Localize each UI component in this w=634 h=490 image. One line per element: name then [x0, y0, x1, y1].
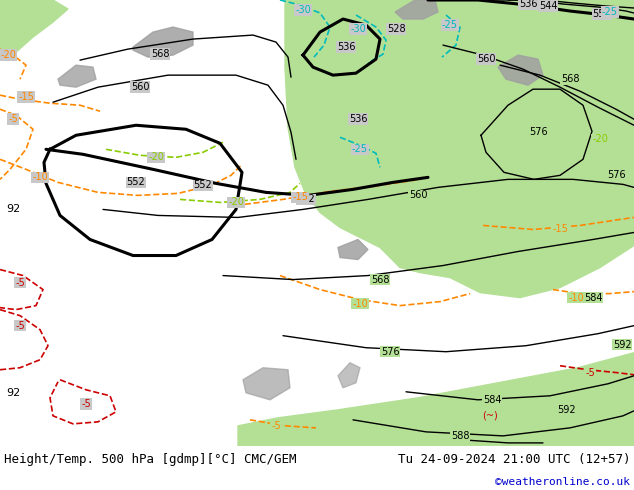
Text: 536: 536 [349, 114, 367, 124]
Text: 584: 584 [482, 395, 501, 405]
Polygon shape [238, 353, 634, 446]
Text: -20: -20 [228, 197, 244, 207]
Text: -25: -25 [442, 20, 458, 30]
Text: 592: 592 [557, 405, 575, 415]
Polygon shape [133, 27, 193, 57]
Text: 536: 536 [519, 0, 537, 9]
Text: -30: -30 [295, 5, 311, 15]
Text: 588: 588 [451, 431, 469, 441]
Polygon shape [58, 65, 96, 87]
Text: 92: 92 [6, 388, 20, 398]
Text: 552: 552 [193, 180, 212, 191]
Text: 568: 568 [371, 274, 389, 285]
Text: (~): (~) [482, 411, 498, 421]
Text: 528: 528 [387, 24, 405, 34]
Text: -30: -30 [350, 24, 366, 34]
Text: 560: 560 [131, 82, 149, 92]
Text: -10: -10 [32, 172, 48, 182]
Text: 568: 568 [151, 49, 169, 59]
Polygon shape [243, 368, 290, 400]
Text: 552: 552 [297, 195, 315, 204]
Text: 552: 552 [127, 177, 145, 187]
Text: -5: -5 [271, 421, 281, 431]
Text: -15: -15 [552, 224, 568, 234]
Text: 568: 568 [560, 74, 579, 84]
Text: 584: 584 [584, 293, 602, 303]
Text: -5: -5 [8, 114, 18, 124]
Polygon shape [395, 0, 438, 19]
Text: -5: -5 [15, 277, 25, 288]
Text: -20: -20 [0, 50, 16, 60]
Polygon shape [338, 363, 360, 388]
Polygon shape [0, 0, 68, 57]
Polygon shape [390, 0, 478, 42]
Text: 592: 592 [612, 340, 631, 350]
Text: Height/Temp. 500 hPa [gdmp][°C] CMC/GEM: Height/Temp. 500 hPa [gdmp][°C] CMC/GEM [4, 453, 297, 466]
Text: -20: -20 [592, 134, 608, 144]
Text: -5: -5 [81, 399, 91, 409]
Text: 544: 544 [539, 1, 557, 11]
Text: -5: -5 [585, 368, 595, 378]
Text: 576: 576 [529, 127, 547, 137]
Text: -10: -10 [352, 298, 368, 309]
Text: -15: -15 [292, 193, 308, 202]
Text: -20: -20 [148, 152, 164, 162]
Text: -10: -10 [568, 293, 584, 303]
Text: Tu 24-09-2024 21:00 UTC (12+57): Tu 24-09-2024 21:00 UTC (12+57) [398, 453, 630, 466]
Text: 576: 576 [607, 171, 625, 180]
Text: -25: -25 [602, 7, 618, 17]
Polygon shape [285, 0, 634, 297]
Polygon shape [498, 55, 543, 85]
Text: -25: -25 [352, 144, 368, 154]
Polygon shape [338, 240, 368, 260]
Text: ©weatheronline.co.uk: ©weatheronline.co.uk [495, 477, 630, 487]
Text: 536: 536 [337, 42, 355, 52]
Text: 560: 560 [477, 54, 495, 64]
Text: -15: -15 [18, 92, 34, 102]
Text: -5: -5 [15, 320, 25, 331]
Text: 576: 576 [380, 347, 399, 357]
Text: 552: 552 [593, 9, 611, 19]
Text: 560: 560 [409, 191, 427, 200]
Text: 92: 92 [6, 204, 20, 215]
